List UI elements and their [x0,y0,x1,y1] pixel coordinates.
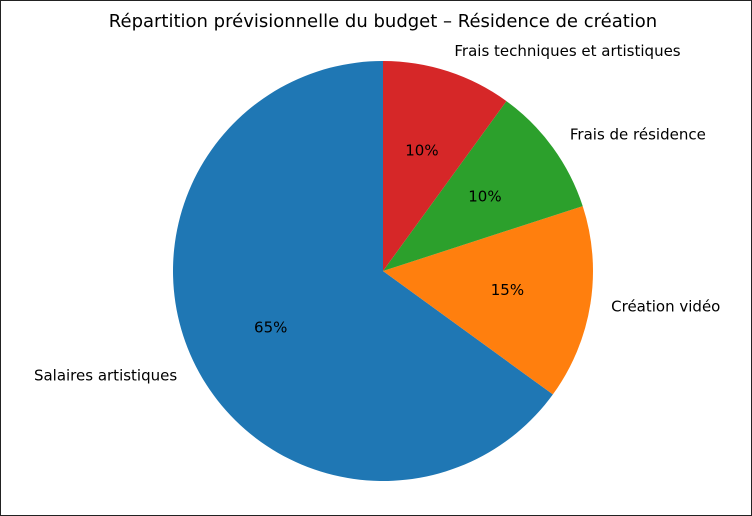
pct-label: 10% [468,187,501,205]
pct-label: 65% [254,319,287,337]
pie-slice [383,206,593,395]
slice-label: Création vidéo [611,298,720,316]
pct-label: 15% [491,281,524,299]
slice-label: Frais techniques et artistiques [454,42,680,60]
chart-title: Répartition prévisionnelle du budget – R… [109,11,657,32]
pct-label: 10% [405,142,438,160]
pie-slice [383,101,583,271]
slice-label: Frais de résidence [570,126,706,144]
pie-slice [172,61,553,481]
slice-label: Salaires artistiques [34,366,177,384]
pie-slice [383,61,507,271]
